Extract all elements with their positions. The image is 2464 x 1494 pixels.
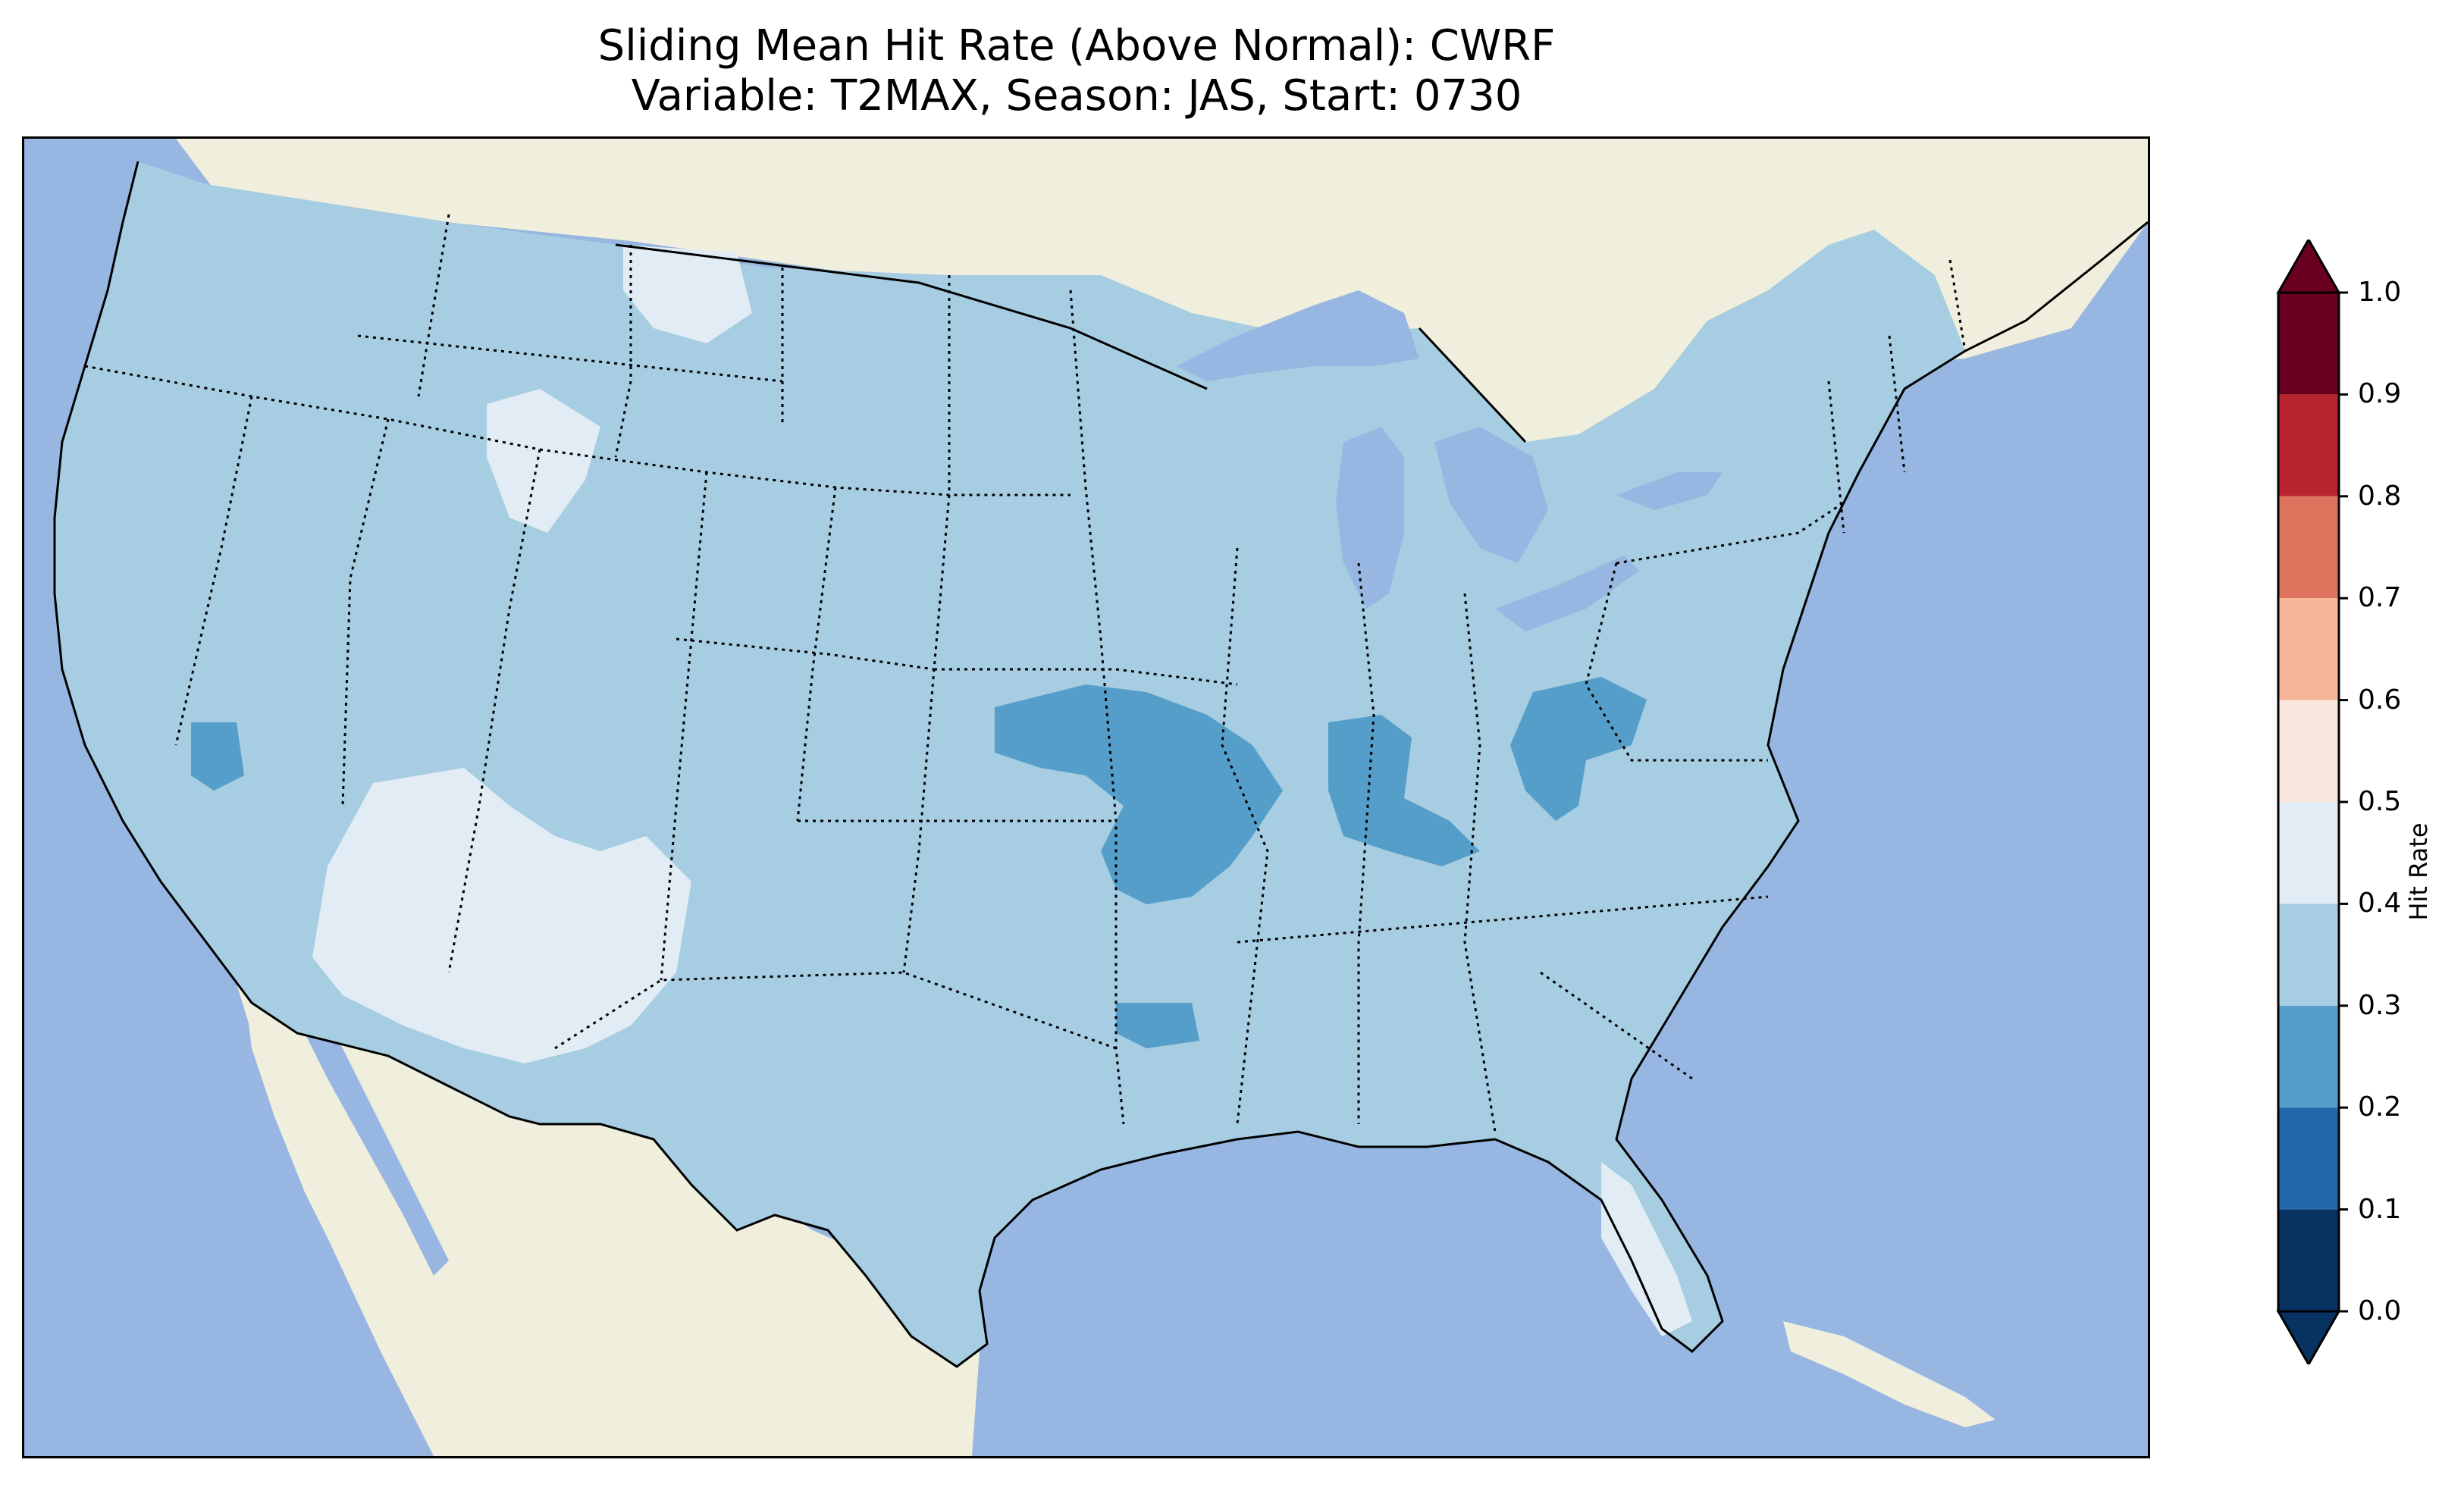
- region-kansas-missouri-patch: [995, 684, 1283, 904]
- colorbar-bin-0.4-0.5: [2278, 802, 2339, 904]
- colorbar-bin-0.1-0.2: [2278, 1107, 2339, 1210]
- colorbar: [2276, 240, 2348, 1364]
- colorbar-bin-0.8-0.9: [2278, 394, 2339, 496]
- colorbar-tick-label-0.7: 0.7: [2358, 582, 2402, 613]
- colorbar-bin-0.5-0.6: [2278, 700, 2339, 802]
- water-lake-erie: [1495, 556, 1639, 631]
- colorbar-tick-label-0.6: 0.6: [2358, 684, 2402, 716]
- colorbar-bin-0.2-0.3: [2278, 1005, 2339, 1108]
- colorbar-axis-label: Hit Rate: [2404, 822, 2433, 921]
- land-cuba: [1783, 1321, 1995, 1427]
- colorbar-tick-label-1.0: 1.0: [2358, 277, 2402, 308]
- chart-title-line-2: Variable: T2MAX, Season: JAS, Start: 073…: [631, 71, 1522, 121]
- map-frame: [22, 136, 2150, 1458]
- state-boundaries: [84, 214, 1967, 1132]
- region-northwest-montana-patch: [623, 245, 752, 343]
- colorbar-bin-0.3-0.4: [2278, 904, 2339, 1006]
- colorbar-tick-label-0.4: 0.4: [2358, 888, 2402, 919]
- region-west-virginia-patch: [1510, 677, 1647, 821]
- region-south-florida-patch: [1601, 1162, 1692, 1336]
- colorbar-bin-0.7-0.8: [2278, 496, 2339, 599]
- region-nevada-patch: [191, 722, 244, 791]
- region-arizona-new-mexico-patch: [312, 768, 691, 1063]
- water-gulf-of-california: [297, 988, 449, 1276]
- water-lake-ontario: [1616, 472, 1723, 510]
- colorbar-tick-marks: [2339, 291, 2348, 1313]
- colorbar-bin-0.6-0.7: [2278, 598, 2339, 700]
- colorbar-tick-label-0.5: 0.5: [2358, 786, 2402, 817]
- colorbar-tick-label-0.3: 0.3: [2358, 990, 2402, 1021]
- colorbar-bins: [2278, 293, 2339, 1311]
- water-lake-huron: [1434, 427, 1548, 563]
- water-lake-michigan: [1336, 427, 1404, 609]
- coastlines: [53, 161, 2148, 1368]
- colorbar-under-arrow: [2276, 1310, 2341, 1364]
- colorbar-bin-0.0-0.1: [2278, 1209, 2339, 1311]
- colorbar-tick-label-0.9: 0.9: [2358, 378, 2402, 409]
- region-idaho-wyoming-patch: [487, 389, 600, 533]
- colorbar-tick-label-0.2: 0.2: [2358, 1092, 2402, 1123]
- colorbar-over-arrow: [2276, 240, 2341, 294]
- us-hit-rate-map: [53, 139, 2148, 1456]
- colorbar-tick-label-0.1: 0.1: [2358, 1194, 2402, 1225]
- colorbar-bin-0.9-1.0: [2278, 293, 2339, 395]
- chart-title-line-1: Sliding Mean Hit Rate (Above Normal): CW…: [597, 21, 1556, 70]
- land-baja-california: [244, 957, 434, 1397]
- colorbar-tick-label-0.8: 0.8: [2358, 481, 2402, 512]
- chart-title: Sliding Mean Hit Rate (Above Normal): CW…: [0, 21, 2153, 121]
- colorbar-tick-label-0.0: 0.0: [2358, 1295, 2402, 1326]
- region-arkansas-louisiana-patch: [1116, 1003, 1199, 1048]
- water-lake-superior: [1177, 290, 1419, 381]
